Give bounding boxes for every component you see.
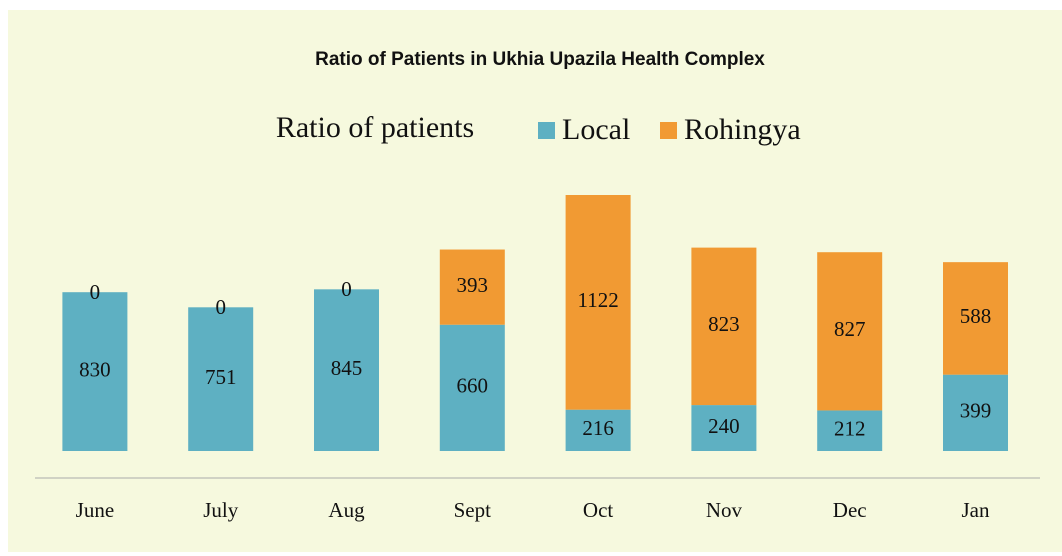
x-tick-label: Aug bbox=[328, 498, 365, 522]
bar-segment bbox=[439, 249, 505, 325]
legend-swatch bbox=[538, 122, 555, 139]
data-label: 830 bbox=[79, 357, 111, 381]
legend-label: Local bbox=[562, 113, 630, 146]
bar-segment bbox=[565, 409, 631, 451]
data-label: 0 bbox=[341, 277, 352, 301]
chart-subtitle: Ratio of patients bbox=[276, 111, 474, 144]
data-label: 393 bbox=[457, 273, 489, 297]
data-label: 845 bbox=[331, 356, 363, 380]
x-tick-label: Nov bbox=[706, 498, 743, 522]
x-tick-label: July bbox=[203, 498, 239, 522]
bar-segment bbox=[314, 289, 379, 451]
data-label: 240 bbox=[708, 414, 740, 438]
x-tick-label: Dec bbox=[833, 498, 867, 522]
data-label: 823 bbox=[708, 312, 740, 336]
x-tick-label: Jan bbox=[962, 498, 990, 522]
bar-segment bbox=[943, 374, 1008, 451]
data-label: 660 bbox=[457, 374, 489, 398]
x-tick-label: Oct bbox=[583, 498, 613, 522]
bar-segment bbox=[439, 324, 505, 451]
data-label: 216 bbox=[582, 416, 614, 440]
data-label: 1122 bbox=[577, 288, 618, 312]
chart-background bbox=[8, 10, 1062, 552]
bar-segment bbox=[62, 292, 128, 451]
data-label: 212 bbox=[834, 417, 866, 441]
bar-segment bbox=[817, 410, 883, 451]
x-tick-label: June bbox=[76, 498, 115, 522]
data-label: 751 bbox=[205, 365, 237, 389]
chart-title: Ratio of Patients in Ukhia Upazila Healt… bbox=[315, 49, 765, 70]
legend-swatch bbox=[660, 122, 677, 139]
data-label: 0 bbox=[215, 295, 226, 319]
legend-label: Rohingya bbox=[684, 113, 801, 146]
x-tick-label: Sept bbox=[454, 498, 492, 522]
data-label: 399 bbox=[960, 399, 992, 423]
data-label: 0 bbox=[90, 280, 101, 304]
bar-segment bbox=[691, 405, 757, 451]
data-label: 588 bbox=[960, 304, 992, 328]
bar-segment bbox=[188, 307, 254, 451]
bar-segment bbox=[817, 252, 883, 411]
bar-segment bbox=[565, 195, 631, 410]
data-label: 827 bbox=[834, 317, 866, 341]
bar-segment bbox=[691, 247, 757, 406]
bar-segment bbox=[943, 262, 1008, 375]
